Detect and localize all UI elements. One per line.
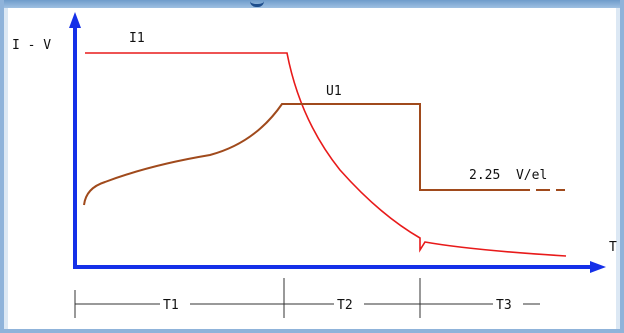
phase-label-mask-t1 (160, 294, 190, 312)
window-top-strip (0, 0, 624, 8)
float-voltage-label: 2.25 V/el (469, 168, 547, 183)
voltage-curve (83, 103, 516, 206)
x-axis-label: T (609, 240, 617, 255)
phase-label-mask-t3 (493, 294, 523, 312)
phase-label-mask-t2 (334, 294, 364, 312)
current-label: I1 (129, 31, 145, 46)
diagram-canvas (8, 8, 616, 329)
voltage-label: U1 (326, 84, 342, 99)
phase-label-t2: T2 (337, 298, 353, 313)
phase-label-t1: T1 (163, 298, 179, 313)
x-axis-arrow (590, 261, 606, 273)
current-curve (85, 52, 567, 257)
phase-label-t3: T3 (496, 298, 512, 313)
title-fragment (250, 0, 264, 7)
y-axis-arrow (69, 12, 81, 28)
y-axis-label: I - V (12, 38, 51, 53)
